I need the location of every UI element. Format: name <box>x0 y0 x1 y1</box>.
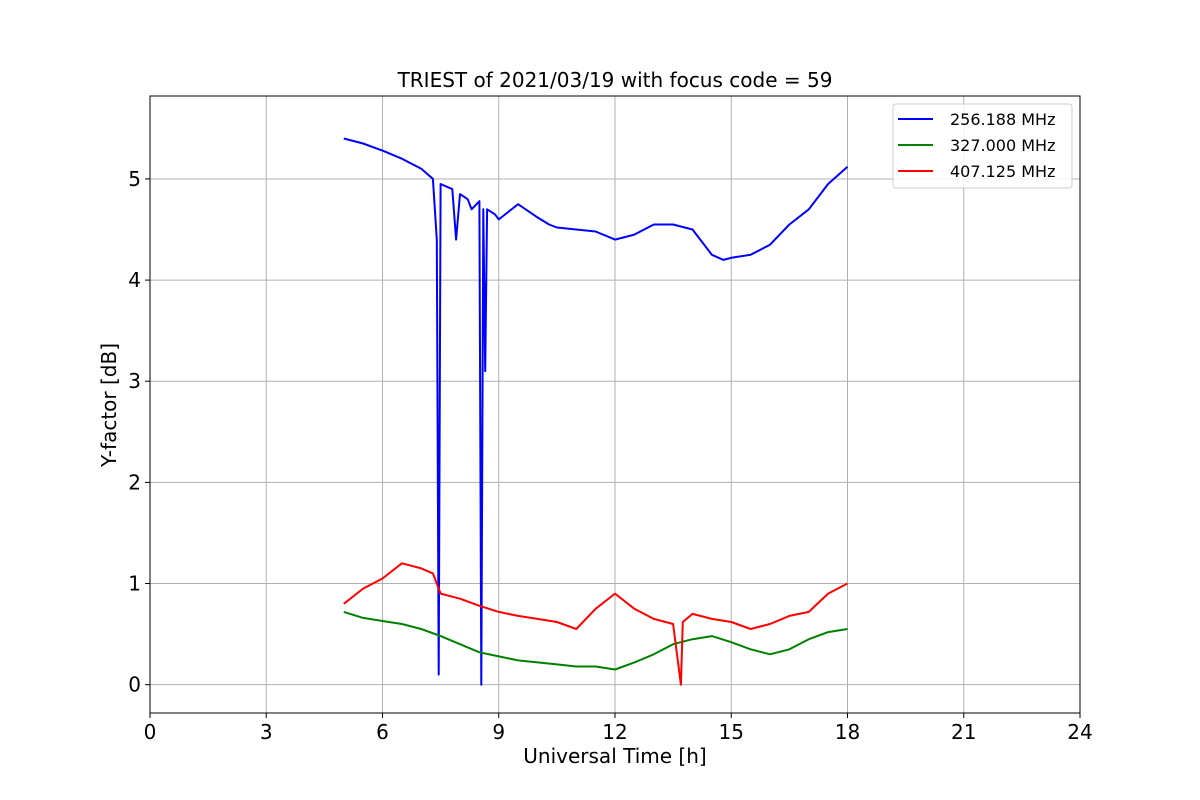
series-line-1 <box>343 137 849 686</box>
x-tick-label: 6 <box>376 720 389 744</box>
y-tick-label: 4 <box>128 268 141 292</box>
legend-box <box>892 103 1073 189</box>
y-tick-label: 0 <box>128 673 141 697</box>
x-tick-label: 0 <box>144 720 157 744</box>
legend-label: 256.188 MHz <box>950 110 1055 129</box>
series-line-3 <box>343 562 848 686</box>
y-ticks: 0 1 2 3 4 5 <box>128 167 150 697</box>
x-tick-label: 21 <box>951 720 976 744</box>
y-tick-label: 2 <box>128 470 141 494</box>
x-tick-label: 9 <box>492 720 505 744</box>
series-line-2 <box>343 610 848 671</box>
x-ticks: 0 3 6 9 12 15 18 21 24 <box>144 713 1093 744</box>
legend-label: 407.125 MHz <box>950 162 1055 181</box>
y-tick-label: 5 <box>128 167 141 191</box>
x-tick-label: 15 <box>719 720 744 744</box>
x-tick-label: 18 <box>835 720 860 744</box>
x-axis-label: Universal Time [h] <box>523 744 706 768</box>
legend-label: 327.000 MHz <box>950 136 1055 155</box>
x-tick-label: 24 <box>1067 720 1092 744</box>
x-tick-label: 12 <box>602 720 627 744</box>
legend: 256.188 MHz 327.000 MHz 407.125 MHz <box>892 103 1073 189</box>
chart-title: TRIEST of 2021/03/19 with focus code = 5… <box>397 68 833 92</box>
series-layer <box>343 137 849 686</box>
y-axis-label: Y-factor [dB] <box>97 343 121 468</box>
x-tick-label: 3 <box>260 720 273 744</box>
y-tick-label: 3 <box>128 369 141 393</box>
y-tick-label: 1 <box>128 572 141 596</box>
